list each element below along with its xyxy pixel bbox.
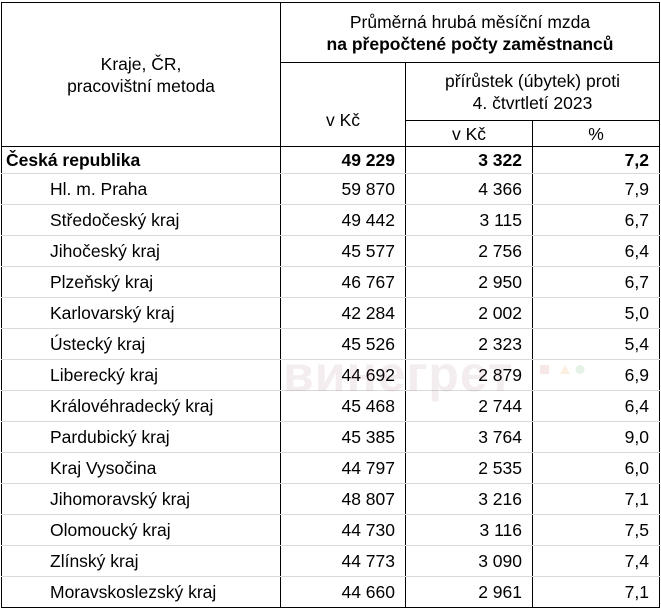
table-title: Průměrná hrubá měsíční mzda na přepočten…	[280, 2, 660, 63]
change-pct-value: 7,9	[532, 173, 660, 205]
wage-value: 49 442	[280, 204, 406, 236]
table-row: Liberecký kraj 44 692 2 879 6,9	[1, 359, 660, 391]
change-pct-value: 6,9	[532, 359, 660, 391]
change-header-line1: přírůstek (úbytek) proti	[444, 70, 621, 91]
change-pct-value: 6,7	[532, 204, 660, 236]
table-row: Moravskoslezský kraj 44 660 2 961 7,1	[1, 576, 660, 608]
region-name: Kraj Vysočina	[1, 452, 281, 484]
wage-value: 46 767	[280, 266, 406, 298]
change-pct-value: 9,0	[532, 421, 660, 453]
change-czk-value: 3 764	[405, 421, 533, 453]
table-row: Karlovarský kraj 42 284 2 002 5,0	[1, 297, 660, 329]
region-header-line1: Kraje, ČR,	[100, 53, 182, 74]
change-czk-value: 3 216	[405, 483, 533, 515]
change-czk-value: 2 950	[405, 266, 533, 298]
region-name: Česká republika	[1, 146, 281, 174]
table-row: Plzeňský kraj 46 767 2 950 6,7	[1, 266, 660, 298]
table-row: Olomoucký kraj 44 730 3 116 7,5	[1, 514, 660, 546]
change-pct-value: 6,7	[532, 266, 660, 298]
table-row: Královéhradecký kraj 45 468 2 744 6,4	[1, 390, 660, 422]
table-row: Jihočeský kraj 45 577 2 756 6,4	[1, 235, 660, 267]
change-pct-value: 6,4	[532, 390, 660, 422]
change-czk-value: 2 961	[405, 576, 533, 608]
wage-value: 44 730	[280, 514, 406, 546]
change-czk-value: 2 756	[405, 235, 533, 267]
region-column-header: Kraje, ČR, pracovištní metoda	[1, 2, 281, 147]
region-name: Pardubický kraj	[1, 421, 281, 453]
change-czk-value: 2 535	[405, 452, 533, 484]
change-czk-header: v Kč	[405, 120, 533, 147]
wage-value: 44 773	[280, 545, 406, 577]
region-name: Liberecký kraj	[1, 359, 281, 391]
change-czk-value: 2 744	[405, 390, 533, 422]
region-name: Moravskoslezský kraj	[1, 576, 281, 608]
change-pct-value: 7,1	[532, 576, 660, 608]
table-row: Kraj Vysočina 44 797 2 535 6,0	[1, 452, 660, 484]
change-pct-value: 7,2	[532, 146, 660, 174]
change-pct-value: 5,0	[532, 297, 660, 329]
wage-value: 45 468	[280, 390, 406, 422]
wage-value: 44 660	[280, 576, 406, 608]
wage-column-header: v Kč	[280, 62, 406, 147]
wage-value: 48 807	[280, 483, 406, 515]
table-row: Ústecký kraj 45 526 2 323 5,4	[1, 328, 660, 360]
change-czk-value: 2 323	[405, 328, 533, 360]
region-name: Středočeský kraj	[1, 204, 281, 236]
wage-value: 44 692	[280, 359, 406, 391]
wage-value: 45 385	[280, 421, 406, 453]
region-name: Jihočeský kraj	[1, 235, 281, 267]
region-name: Jihomoravský kraj	[1, 483, 281, 515]
region-name: Zlínský kraj	[1, 545, 281, 577]
wage-value: 59 870	[280, 173, 406, 205]
table-row: Hl. m. Praha 59 870 4 366 7,9	[1, 173, 660, 205]
change-pct-value: 7,5	[532, 514, 660, 546]
wage-value: 45 526	[280, 328, 406, 360]
change-pct-value: 6,4	[532, 235, 660, 267]
change-czk-value: 4 366	[405, 173, 533, 205]
change-column-header: přírůstek (úbytek) proti 4. čtvrtletí 20…	[405, 62, 660, 121]
change-pct-value: 7,1	[532, 483, 660, 515]
region-header-line2: pracovištní metoda	[67, 75, 215, 96]
change-czk-value: 3 116	[405, 514, 533, 546]
change-pct-value: 6,0	[532, 452, 660, 484]
wage-value: 49 229	[280, 146, 406, 174]
wage-value: 45 577	[280, 235, 406, 267]
wage-value: 44 797	[280, 452, 406, 484]
change-pct-value: 5,4	[532, 328, 660, 360]
table-row: Pardubický kraj 45 385 3 764 9,0	[1, 421, 660, 453]
region-name: Karlovarský kraj	[1, 297, 281, 329]
title-line2: na přepočtené počty zaměstnanců	[326, 33, 614, 54]
wage-value: 42 284	[280, 297, 406, 329]
title-line1: Průměrná hrubá měsíční mzda	[349, 11, 591, 32]
change-czk-value: 2 879	[405, 359, 533, 391]
change-czk-value: 3 322	[405, 146, 533, 174]
table-row: Česká republika 49 229 3 322 7,2	[1, 146, 660, 174]
region-name: Olomoucký kraj	[1, 514, 281, 546]
table-row: Středočeský kraj 49 442 3 115 6,7	[1, 204, 660, 236]
region-name: Plzeňský kraj	[1, 266, 281, 298]
table-row: Jihomoravský kraj 48 807 3 216 7,1	[1, 483, 660, 515]
change-pct-value: 7,4	[532, 545, 660, 577]
table-row: Zlínský kraj 44 773 3 090 7,4	[1, 545, 660, 577]
change-czk-value: 2 002	[405, 297, 533, 329]
change-czk-value: 3 115	[405, 204, 533, 236]
region-name: Královéhradecký kraj	[1, 390, 281, 422]
region-name: Ústecký kraj	[1, 328, 281, 360]
region-name: Hl. m. Praha	[1, 173, 281, 205]
change-header-line2: 4. čtvrtletí 2023	[472, 92, 593, 113]
change-pct-header: %	[532, 120, 660, 147]
change-czk-value: 3 090	[405, 545, 533, 577]
